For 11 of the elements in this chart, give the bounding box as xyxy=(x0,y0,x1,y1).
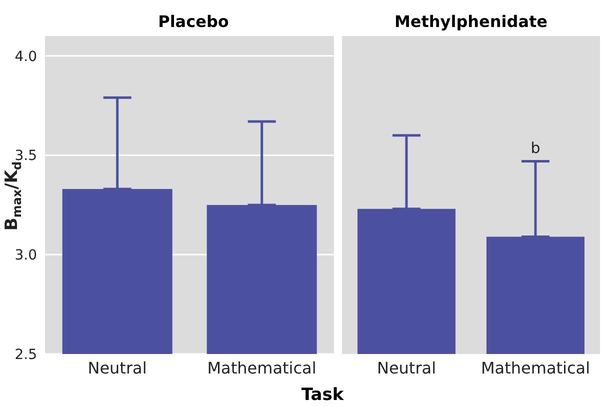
y-tick-label: 2.5 xyxy=(14,346,37,363)
x-tick-label: Mathematical xyxy=(207,358,316,378)
x-tick-label: Neutral xyxy=(88,358,147,378)
y-tick-label: 3.0 xyxy=(14,248,37,264)
chart-title: Methylphenidate xyxy=(393,12,549,31)
chart-title: Placebo xyxy=(157,12,230,31)
x-tick-label: Mathematical xyxy=(480,358,590,378)
x-tick-label: Neutral xyxy=(376,358,436,378)
y-tick-label: 4.0 xyxy=(14,48,37,65)
x-axis-title: Task xyxy=(300,385,345,405)
annotation: b xyxy=(530,139,540,158)
